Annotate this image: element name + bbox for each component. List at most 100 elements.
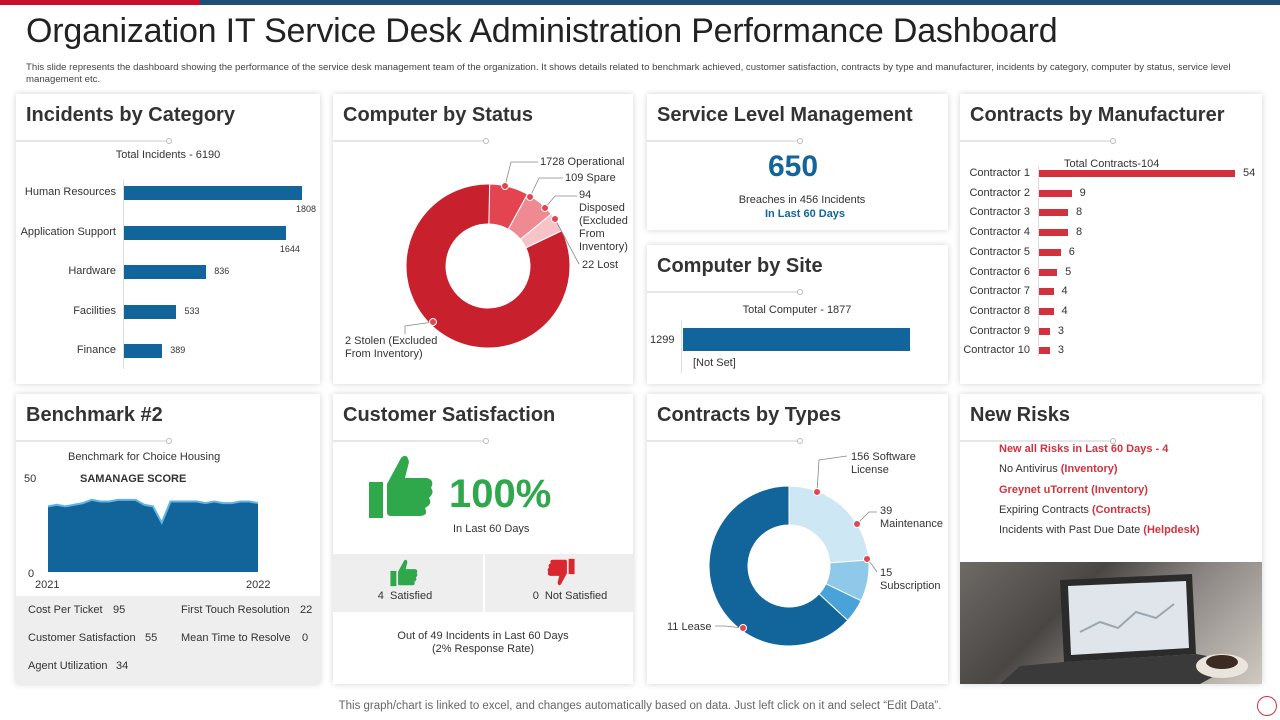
manufacturer-value-label: 4 [1061,304,1068,317]
satisfied-count: 4 Satisfied [377,590,433,602]
not-satisfied-count: 0 Not Satisfied [532,590,608,602]
risk-item: Incidents with Past Due Date (Helpdesk) [999,524,1200,536]
satisfaction-period: In Last 60 Days [453,523,530,535]
status-label-lost: 22 Lost [582,259,619,271]
status-leader-operational [504,161,538,187]
card-divider [960,438,1116,444]
slm-card: Service Level Management 650 Breaches in… [647,94,948,230]
incidents-total-label: Total Incidents - 6190 [115,149,221,161]
thumbs-up-icon [369,455,433,518]
types-leader-maintenance [856,511,877,525]
incident-value-label: 1644 [279,243,300,254]
manufacturer-bar [1039,229,1069,237]
risks-title: New Risks [970,404,1071,426]
status-label-spare: 109 Spare [565,172,616,184]
status-label-stolen-2: From Inventory) [345,348,423,360]
manufacturer-category-label: Contractor 6 [969,265,1030,278]
status-label-disposed-4: From [579,228,605,240]
types-label-maintenance-2: Maintenance [880,518,943,530]
stat-ftr-value: 22 [300,604,313,616]
risk-item-text: No Antivirus [999,463,1061,475]
manufacturer-category-label: Contractor 2 [969,186,1030,199]
stat-cs-value: 55 [145,632,158,644]
benchmark-stats-panel [16,596,320,684]
status-leader-stolen [404,321,434,334]
types-leader-software-dot [813,488,821,496]
incident-bar [124,225,286,240]
manufacturer-category-label: Contractor 1 [969,167,1030,179]
thumbs-down-icon [547,558,575,586]
benchmark-series-label: SAMANAGE SCORE [80,473,187,485]
card-divider [960,138,1116,144]
manufacturer-bar [1039,268,1058,276]
stat-au-value: 34 [116,660,129,672]
manufacturer-value-label: 9 [1079,186,1086,199]
risk-item-tag: (Contracts) [1091,504,1151,516]
page-subtitle: This slide represents the dashboard show… [26,62,1231,85]
types-leader-lease [715,625,744,629]
status-donut-chart [404,161,580,349]
benchmark-area-series [48,499,258,572]
incident-value-label: 389 [170,345,186,355]
manufacturer-value-label: 54 [1243,167,1256,179]
manufacturer-value-label: 3 [1057,324,1064,337]
manufacturer-bar [1039,248,1061,256]
manufacturer-category-label: Contractor 5 [969,245,1030,258]
benchmark-area-chart [47,498,259,572]
types-label-lease: 11 Lease [667,621,712,633]
satisfaction-card: Customer Satisfaction 100% In Last 60 Da… [333,394,633,684]
risk-item: Expiring Contracts (Contracts) [999,504,1151,516]
manufacturer-value-label: 4 [1061,285,1068,298]
manufacturer-total-label: Total Contracts-104 [1064,158,1160,170]
benchmark-y-top: 50 [24,473,37,485]
manufacturer-value-label: 8 [1076,226,1083,239]
stat-cost-label: Cost Per Ticket [28,604,103,616]
incidents-axis-line [123,179,124,369]
card-divider [16,438,172,444]
risk-item: No Antivirus (Inventory) [999,463,1118,475]
slm-line-1: Breaches in 456 Incidents [738,194,866,206]
benchmark-y-bottom: 0 [28,568,35,580]
risk-item-text: Incidents with Past Due Date [999,524,1144,536]
incident-value-label: 836 [214,266,230,276]
stat-cs-label: Customer Satisfaction [28,632,136,644]
types-leader-lease-dot [739,624,747,632]
site-total-label: Total Computer - 1877 [742,304,852,316]
types-leader-subscription-dot [863,555,871,563]
manufacturer-category-label: Contractor 10 [963,344,1030,357]
stat-cost-value: 95 [113,604,126,616]
site-value-label: 1299 [650,334,675,346]
incident-bar [124,344,163,358]
risk-item: Greynet uTorrent (Inventory) [999,484,1148,496]
stat-mttr-label: Mean Time to Resolve [181,632,291,644]
laptop-photo [960,562,1262,684]
satisfaction-title: Customer Satisfaction [343,404,556,426]
site-title: Computer by Site [657,255,823,277]
manufacturer-bar [1039,307,1054,315]
top-accent-bar [0,0,1280,5]
manufacturer-category-label: Contractor 9 [969,324,1030,337]
types-donut-chart [708,455,878,647]
status-label-disposed-3: (Excluded [579,215,628,227]
satisfaction-summary-1: Out of 49 Incidents in Last 60 Days [397,630,569,642]
footer-note: This graph/chart is linked to excel, and… [338,700,942,712]
benchmark-card: Benchmark #2 Benchmark for Choice Housin… [16,394,320,684]
satisfaction-split-divider [483,554,485,612]
status-leader-lost [554,218,580,265]
status-leader-operational-dot [501,182,509,190]
manufacturer-value-label: 5 [1065,265,1072,278]
card-divider [647,138,803,144]
site-card: Computer by Site Total Computer - 1877 1… [647,245,948,384]
manufacturer-axis-line [1038,166,1039,356]
card-divider [333,438,489,444]
manufacturer-bar [1039,288,1054,296]
manufacturer-category-label: Contractor 8 [969,304,1030,317]
manufacturer-bar [1039,327,1050,335]
stat-mttr-value: 0 [302,632,309,644]
types-leader-maintenance-dot [853,520,861,528]
site-bar [683,328,910,351]
slm-title: Service Level Management [657,104,913,126]
satisfaction-summary-2: (2% Response Rate) [431,643,535,655]
manufacturer-category-label: Contractor 7 [969,285,1030,298]
incident-bar [124,265,207,279]
